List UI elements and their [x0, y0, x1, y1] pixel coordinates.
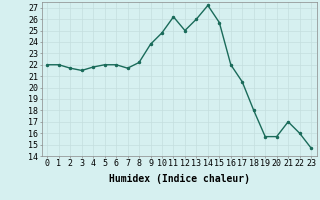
X-axis label: Humidex (Indice chaleur): Humidex (Indice chaleur): [109, 174, 250, 184]
